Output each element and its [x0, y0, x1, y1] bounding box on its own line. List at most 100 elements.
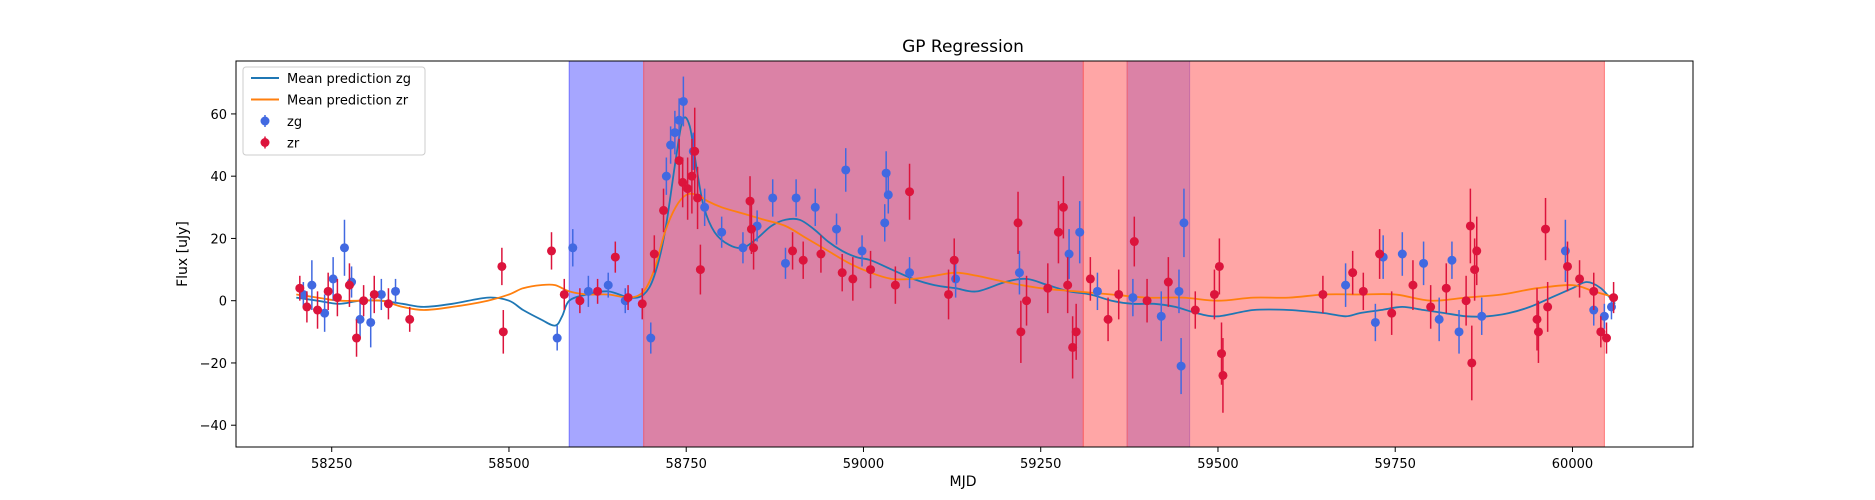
zr-point	[905, 187, 915, 197]
y-tick-label: 40	[210, 170, 227, 185]
zr-point	[1563, 261, 1573, 271]
shaded-region-red-3	[1082, 60, 1128, 448]
zr-point	[1142, 296, 1152, 306]
zr-point	[1190, 305, 1200, 315]
zr-point	[1467, 358, 1477, 368]
zr-point	[610, 252, 620, 262]
y-tick-label: 60	[210, 108, 227, 123]
zr-point	[313, 305, 323, 315]
zr-point	[1541, 224, 1551, 234]
zg-point	[1064, 249, 1074, 259]
zg-point	[717, 227, 727, 237]
zr-point	[816, 249, 826, 259]
x-axis-label: MJD	[950, 474, 977, 490]
zr-point	[332, 293, 342, 303]
zr-point	[1589, 286, 1599, 296]
zr-point	[1163, 277, 1173, 287]
zg-point	[700, 202, 710, 212]
legend-label-zg: zg	[287, 115, 302, 130]
zr-point	[649, 249, 659, 259]
zr-point	[359, 296, 369, 306]
zr-point	[746, 224, 756, 234]
zr-point	[344, 280, 354, 290]
zg-point	[678, 96, 688, 106]
zr-point	[695, 265, 705, 275]
y-tick-label: −20	[200, 357, 227, 372]
zg-point	[355, 314, 365, 324]
zg-point	[1014, 268, 1024, 278]
zg-point	[1174, 286, 1184, 296]
legend-swatch-zr	[260, 138, 270, 147]
zr-point	[1043, 283, 1053, 293]
zr-point	[498, 327, 508, 337]
zg-point	[881, 168, 891, 178]
zr-point	[1596, 327, 1606, 337]
zg-point	[674, 115, 684, 125]
zr-point	[690, 146, 700, 156]
zr-point	[1068, 342, 1078, 352]
zr-point	[1053, 227, 1063, 237]
zr-point	[659, 205, 669, 215]
zg-point	[810, 202, 820, 212]
y-axis-label: Flux [uJy]	[175, 221, 191, 287]
zg-point	[1397, 249, 1407, 259]
x-tick-label: 60000	[1552, 457, 1593, 472]
legend-label-zr: zr	[287, 137, 300, 152]
zr-point	[1348, 268, 1358, 278]
zr-point	[949, 255, 959, 265]
zr-point	[1543, 302, 1553, 312]
zr-point	[295, 283, 305, 293]
zg-point	[366, 317, 376, 327]
zr-point	[944, 289, 954, 299]
shaded-region-blue-0	[568, 60, 645, 448]
zg-point	[1370, 317, 1380, 327]
zr-point	[1358, 286, 1368, 296]
zr-point	[866, 265, 876, 275]
zr-point	[1387, 308, 1397, 318]
x-tick-label: 59500	[1197, 457, 1238, 472]
zr-point	[1465, 221, 1475, 231]
plot-frame	[235, 60, 1694, 448]
zg-point	[1419, 258, 1429, 268]
zr-point	[1408, 280, 1418, 290]
legend-swatch-zg	[260, 116, 270, 126]
zr-point	[593, 286, 603, 296]
legend-label-mean-prediction-zg: Mean prediction zg	[287, 72, 411, 87]
zr-point	[637, 299, 647, 309]
zg-point	[780, 258, 790, 268]
y-tick-label: −40	[200, 419, 227, 434]
zg-point	[568, 243, 578, 253]
shaded-region-red-5	[1126, 60, 1605, 448]
zr-point	[1461, 296, 1471, 306]
zr-point	[1575, 274, 1585, 284]
zr-point	[1209, 289, 1219, 299]
zg-point	[857, 246, 867, 256]
zr-point	[1103, 314, 1113, 324]
zg-point	[738, 243, 748, 253]
zg-point	[328, 274, 338, 284]
mean-prediction-zg-line	[296, 116, 1616, 327]
x-tick-label: 59750	[1375, 457, 1416, 472]
zr-point	[1016, 327, 1026, 337]
zg-point	[1560, 246, 1570, 256]
zr-point	[623, 293, 633, 303]
zr-point	[674, 156, 684, 166]
zg-point	[661, 171, 671, 181]
x-tick-label: 59250	[1020, 457, 1061, 472]
zg-point	[1341, 280, 1351, 290]
zg-points	[298, 76, 1616, 395]
zr-point	[1532, 314, 1542, 324]
x-tick-label: 58250	[311, 457, 352, 472]
zr-point	[788, 246, 798, 256]
zg-point	[905, 268, 915, 278]
zr-point	[302, 302, 312, 312]
zg-point	[1128, 293, 1138, 303]
legend: Mean prediction zg Mean prediction zr zg zr	[242, 66, 426, 156]
zr-point	[1602, 333, 1612, 343]
zg-point	[791, 193, 801, 203]
zg-point	[768, 193, 778, 203]
zr-point	[1114, 289, 1124, 299]
zg-point	[1176, 361, 1186, 371]
zr-point	[837, 268, 847, 278]
